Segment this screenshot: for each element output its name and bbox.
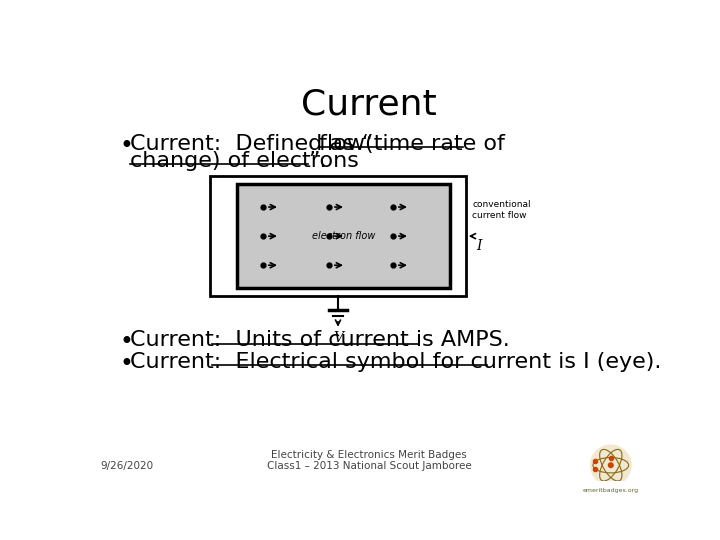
Text: V: V: [333, 331, 343, 345]
Text: electron flow: electron flow: [312, 231, 376, 241]
Text: change) of electrons: change) of electrons: [130, 151, 359, 171]
Text: •: •: [120, 330, 133, 354]
Text: 9/26/2020: 9/26/2020: [101, 461, 154, 471]
Circle shape: [590, 445, 631, 485]
Bar: [210, 177, 466, 296]
Text: flow(time rate of: flow(time rate of: [319, 134, 505, 154]
Text: emeritbadges.org: emeritbadges.org: [582, 488, 639, 494]
Text: Electricity & Electronics Merit Badges
Class1 – 2013 National Scout Jamboree: Electricity & Electronics Merit Badges C…: [266, 450, 472, 471]
Text: Current:  Electrical symbol for current is I (eye).: Current: Electrical symbol for current i…: [130, 352, 662, 372]
Text: conventional
current flow: conventional current flow: [472, 200, 531, 220]
Circle shape: [608, 463, 613, 468]
Text: Current:  Units of current is AMPS.: Current: Units of current is AMPS.: [130, 330, 510, 350]
Text: •: •: [120, 352, 133, 376]
Bar: [238, 184, 451, 288]
Text: ”.: ”.: [307, 151, 326, 171]
Text: •: •: [120, 134, 133, 158]
Text: Current:  Defined as “: Current: Defined as “: [130, 134, 374, 154]
Text: Current: Current: [301, 88, 437, 122]
Text: I: I: [476, 239, 482, 253]
